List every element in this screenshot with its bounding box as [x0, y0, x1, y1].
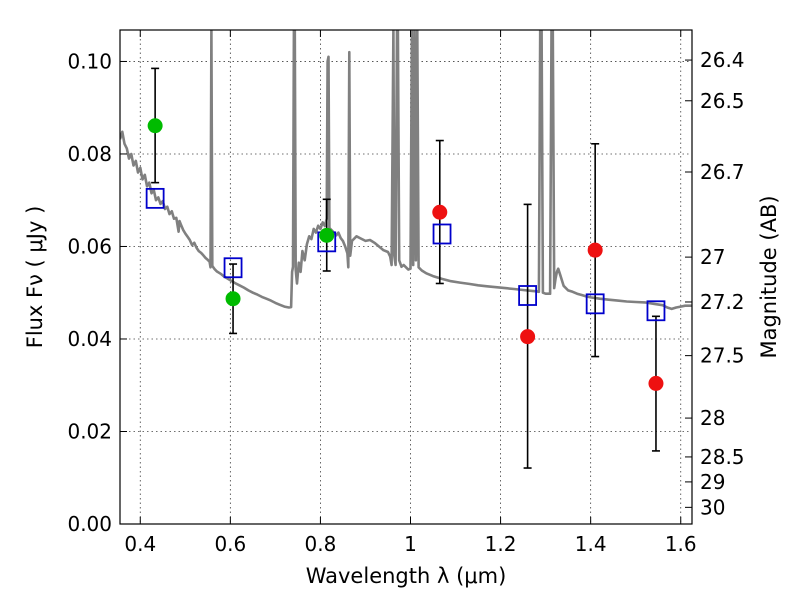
- x-tick-label: 0.6: [214, 532, 246, 556]
- right-tick-label: 27.5: [700, 344, 745, 368]
- ticks: 0.4 0.6 0.8 1 1.2 1.4 1.6 0.00 0.02 0.04 0.06 0.08 0…: [67, 30, 745, 556]
- y2-axis-label: Magnitude (AB): [757, 195, 781, 358]
- grid: [120, 30, 692, 525]
- model-points: [145, 187, 666, 322]
- right-tick-label: 30: [700, 495, 725, 519]
- right-tick-label: 26.4: [700, 48, 745, 72]
- right-tick-label: 28.5: [700, 445, 745, 469]
- right-tick-label: 27: [700, 245, 725, 269]
- model-spectrum: [120, 30, 692, 311]
- x-tick-label: 1.2: [485, 532, 517, 556]
- red-data-point: [520, 329, 536, 345]
- model-point-box: [518, 285, 538, 306]
- red-data-point: [432, 204, 448, 220]
- x-tick-label: 1: [404, 532, 417, 556]
- x-axis-label: Wavelength λ (μm): [306, 564, 507, 588]
- green-data-point: [319, 227, 335, 243]
- x-tick-label: 1.6: [665, 532, 697, 556]
- red-data-point: [648, 375, 664, 391]
- right-tick-label: 28: [700, 406, 725, 430]
- model-point-box: [646, 300, 666, 322]
- y-tick-label: 0.04: [67, 327, 112, 351]
- x-tick-label: 0.8: [305, 532, 337, 556]
- spectrum-line: [120, 30, 692, 311]
- model-point-box: [145, 187, 165, 209]
- right-tick-label: 27.2: [700, 290, 745, 314]
- right-tick-label: 26.5: [700, 89, 745, 113]
- plot-frame: [119, 29, 693, 525]
- y-axis-label: Flux Fν ( μJy ): [23, 206, 47, 349]
- x-tick-label: 0.4: [124, 532, 156, 556]
- right-tick-label: 29: [700, 470, 725, 494]
- y-tick-label: 0.08: [67, 142, 112, 166]
- y-tick-label: 0.10: [67, 49, 112, 73]
- y-tick-label: 0.00: [67, 512, 112, 536]
- model-point-box: [585, 293, 605, 315]
- data-points: [147, 118, 664, 391]
- x-tick-label: 1.4: [575, 532, 607, 556]
- green-data-point: [225, 291, 241, 307]
- model-point-box: [223, 257, 243, 279]
- green-data-point: [147, 118, 163, 134]
- model-point-box: [432, 223, 452, 245]
- y-tick-label: 0.06: [67, 234, 112, 258]
- right-tick-label: 26.7: [700, 160, 745, 184]
- y-tick-label: 0.02: [67, 419, 112, 443]
- red-data-point: [587, 242, 603, 258]
